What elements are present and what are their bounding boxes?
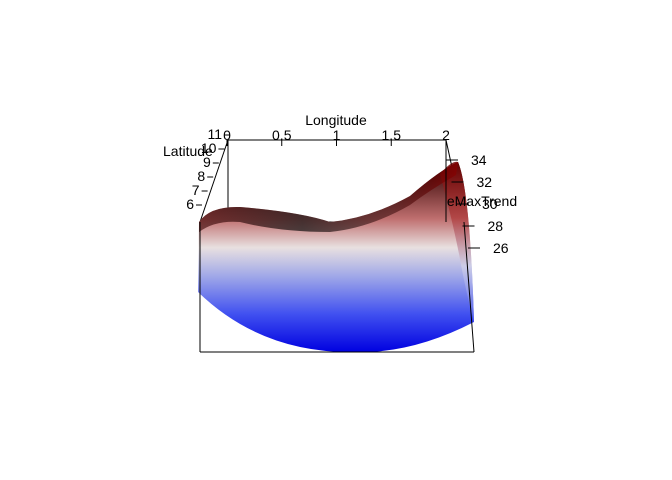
surface-right-edge xyxy=(440,161,474,322)
z-tick-label: 30 xyxy=(482,196,498,212)
y-axis-title: Latitude xyxy=(163,143,213,159)
surface-plot xyxy=(198,161,474,353)
x-axis-title: Longitude xyxy=(305,112,367,128)
z-axis: 26 28 30 32 34 xyxy=(446,152,509,256)
x-axis: 0 0.5 1 1.5 2 xyxy=(223,127,450,146)
bounding-box-front xyxy=(199,140,475,353)
y-tick-label: 9 xyxy=(203,154,211,170)
y-tick-label: 10 xyxy=(201,140,217,156)
y-tick-label: 6 xyxy=(186,196,194,212)
z-tick-label: 32 xyxy=(477,174,493,190)
surface-top-rim xyxy=(199,162,458,232)
z-tick-label: 28 xyxy=(488,218,504,234)
z-tick-label: 26 xyxy=(493,240,509,256)
z-axis-title: eMaxTrend xyxy=(447,193,517,209)
x-tick-label: 1 xyxy=(333,127,341,143)
z-tick-label: 34 xyxy=(471,152,487,168)
x-tick-label: 2 xyxy=(442,127,450,143)
y-tick-label: 7 xyxy=(192,182,200,198)
x-tick-label: 0.5 xyxy=(272,127,292,143)
y-tick-label: 11 xyxy=(207,126,222,142)
y-tick-label: 8 xyxy=(197,168,205,184)
surface-body xyxy=(198,162,474,353)
x-tick-label: 1.5 xyxy=(382,127,402,143)
